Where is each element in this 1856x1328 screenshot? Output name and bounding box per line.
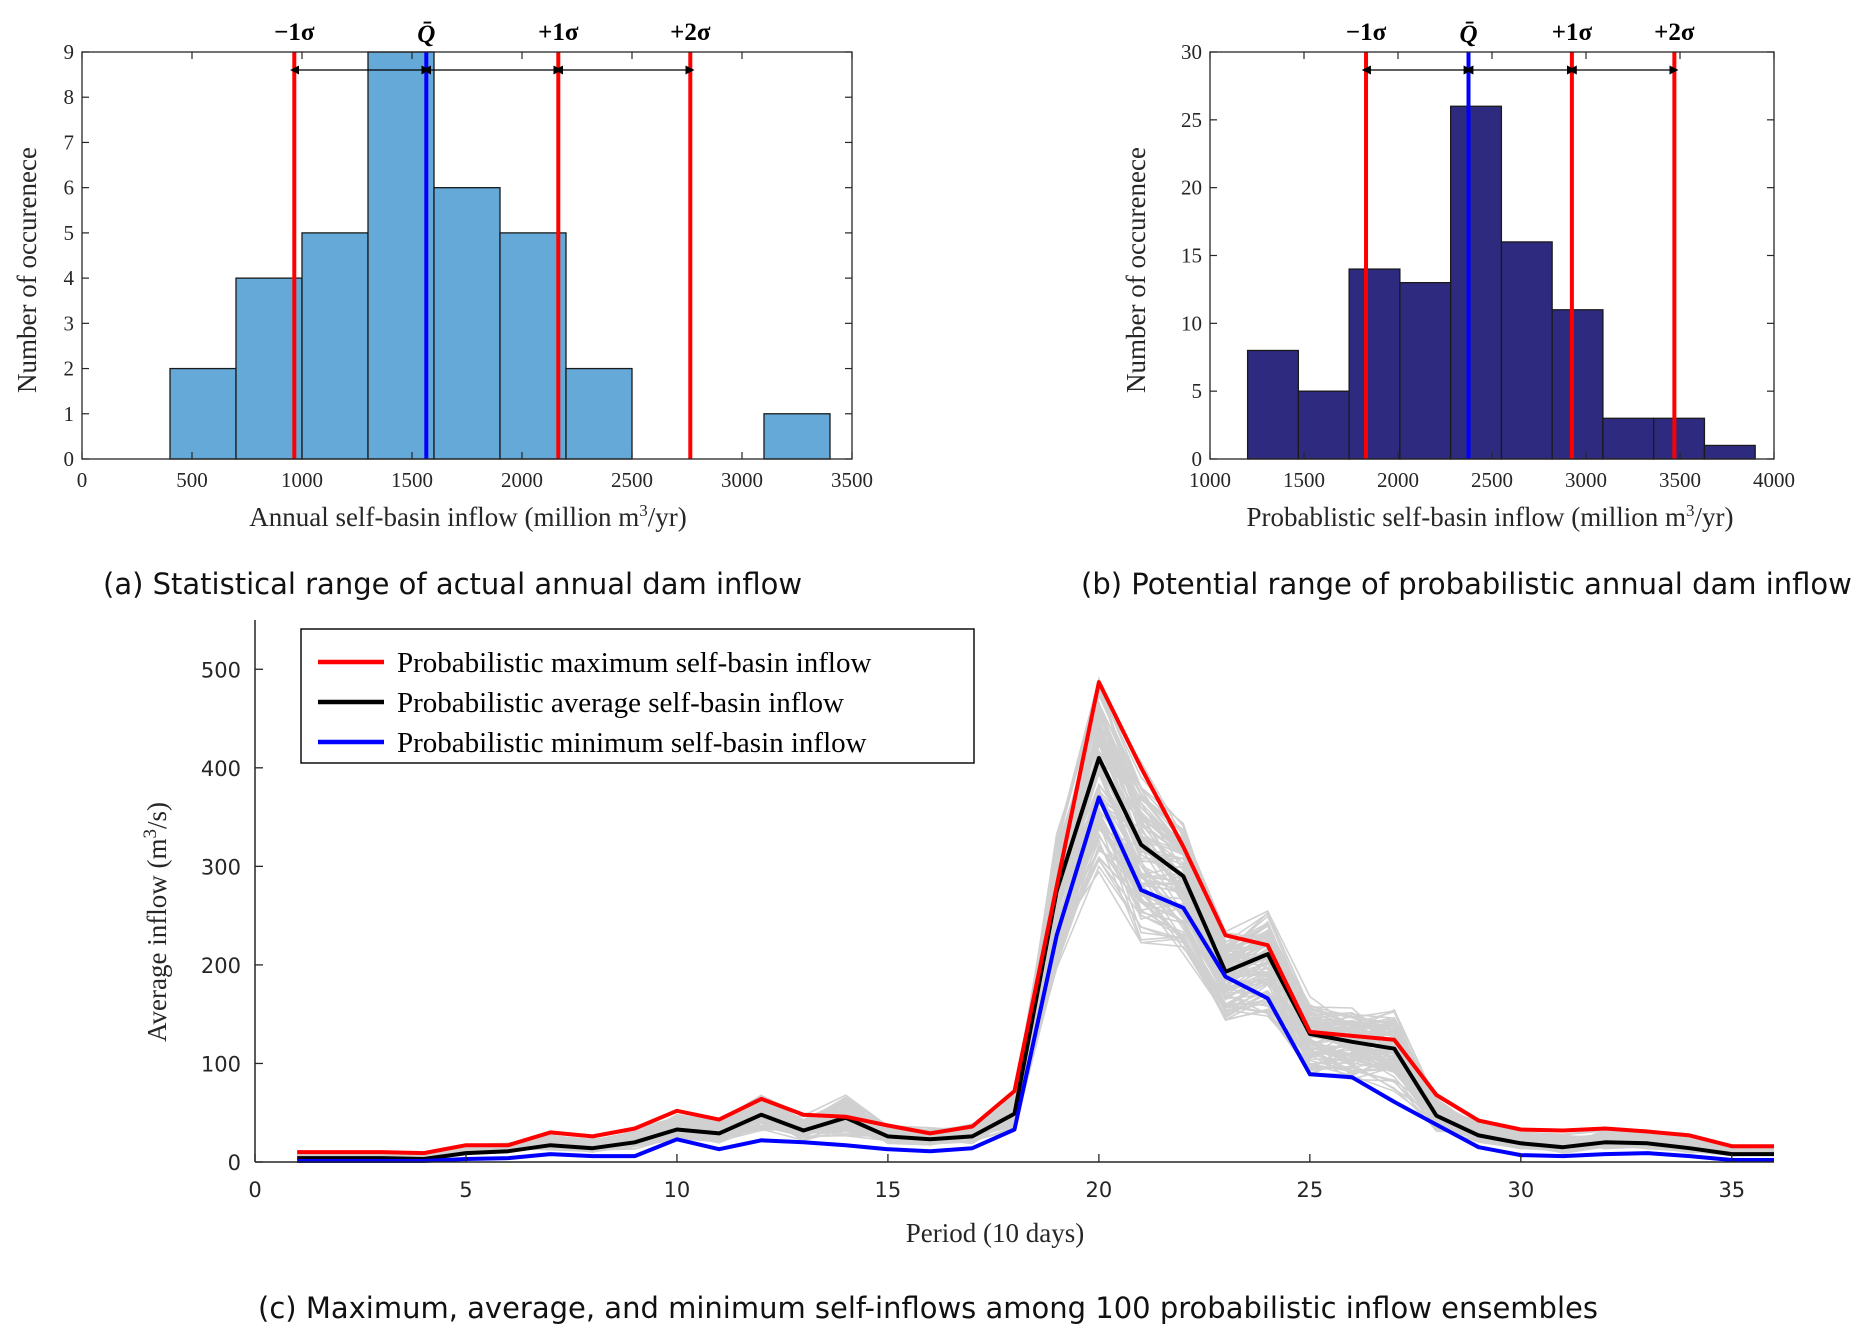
panel-c-x-tick-label: 30 (1507, 1178, 1534, 1202)
panel-a-caption: (a) Statistical range of actual annual d… (103, 567, 802, 601)
panel-a-y-tick-label: 9 (64, 40, 75, 64)
panel-c-y-axis-label: Average inflow (m3/s) (140, 802, 172, 1042)
panel-b-x-axis-label: Probablistic self-basin inflow (million … (1247, 501, 1734, 532)
panel-c-y-tick-label: 100 (201, 1052, 241, 1076)
panel-b-bar-7 (1602, 417, 1655, 460)
panel-b-y-tick-label: 30 (1181, 40, 1202, 64)
panel-c-x-tick-label: 0 (248, 1178, 261, 1202)
panel-a-bar-6 (565, 367, 633, 460)
panel-b-y-tick-label: 20 (1181, 176, 1202, 200)
panel-c-y-tick-label: 200 (201, 954, 241, 978)
panel-a-sigma-label: +2σ (670, 19, 711, 46)
panel-a-bar-4 (433, 187, 501, 460)
panel-a-y-tick-label: 3 (64, 311, 75, 335)
max-series-line (297, 680, 1774, 1156)
panel-a-x-tick-label: 0 (77, 468, 88, 492)
legend-label-0: Probabilistic maximum self-basin inflow (397, 647, 871, 679)
panel-c-caption: (c) Maximum, average, and minimum self-i… (258, 1291, 1598, 1325)
panel-b-bar-0 (1246, 349, 1300, 460)
panel-a-bar-7 (763, 413, 831, 460)
legend-label-2: Probabilistic minimum self-basin inflow (397, 727, 867, 759)
panel-a-x-axis-label: Annual self-basin inflow (million m3/yr) (249, 501, 686, 532)
panel-a-axes-box (81, 51, 853, 460)
panel-a-y-tick-label: 1 (64, 402, 75, 426)
panel-c-legend: Probabilistic maximum self-basin inflow P… (300, 628, 975, 764)
panel-b-y-tick-label: 5 (1192, 379, 1203, 403)
panel-b-bar-4 (1449, 105, 1503, 460)
panel-a-x-tick-label: 3500 (831, 468, 873, 492)
panel-b-caption: (b) Potential range of probabilistic ann… (1081, 567, 1852, 601)
panel-a-bar-0 (169, 367, 237, 460)
panel-a-y-tick-label: 6 (64, 176, 75, 200)
panel-b-bar-6 (1551, 309, 1604, 460)
panel-a-x-tick-label: 1000 (281, 468, 323, 492)
panel-a-y-tick-label: 5 (64, 221, 75, 245)
panel-b-y-tick-label: 0 (1192, 447, 1203, 471)
panel-c-x-tick-label: 5 (459, 1178, 472, 1202)
average-series-line (297, 756, 1774, 1161)
panel-a-bar-5 (499, 232, 567, 460)
panel-b-bar-5 (1500, 241, 1553, 460)
panel-a-x-tick-label: 3000 (721, 468, 763, 492)
panel-b-x-tick-label: 3500 (1659, 468, 1701, 492)
panel-b-bar-2 (1348, 268, 1401, 460)
panel-b-y-tick-label: 25 (1181, 108, 1202, 132)
panel-c-x-tick-label: 10 (664, 1178, 691, 1202)
panel-b-y-axis-label: Number of occurenece (1121, 147, 1151, 393)
panel-c-x-tick-label: 20 (1086, 1178, 1113, 1202)
panel-a-sigma-label: +1σ (538, 19, 579, 46)
panel-b-y-tick-label: 10 (1181, 311, 1202, 335)
panel-c-x-tick-label: 15 (875, 1178, 902, 1202)
panel-a-bar-2 (301, 232, 369, 460)
panel-a-bar-1 (235, 277, 303, 460)
panel-b-x-tick-label: 1500 (1283, 468, 1325, 492)
panel-a-y-tick-label: 4 (64, 266, 75, 290)
panel-a-mean-label: Q̄ (417, 21, 435, 48)
min-series-line (297, 795, 1774, 1163)
panel-c-x-tick-label: 25 (1296, 1178, 1323, 1202)
panel-a-y-tick-label: 8 (64, 85, 75, 109)
panel-b-x-tick-label: 1000 (1189, 468, 1231, 492)
panel-c-y-tick-label: 300 (201, 855, 241, 879)
panel-a-x-tick-label: 1500 (391, 468, 433, 492)
panel-b-histogram: 1000 1500 2000 2500 3000 3500 4000 0 5 10 15 20 25 30… (1081, 19, 1852, 601)
panel-c-line-chart: 0 5 10 15 20 25 30 35 0 100 200 300 400 500 Period (1… (140, 620, 1775, 1325)
panel-b-bar-9 (1703, 444, 1756, 460)
panel-b-y-tick-label: 15 (1181, 244, 1202, 268)
panel-b-bar-1 (1297, 390, 1350, 460)
panel-a-sigma-label: −1σ (274, 19, 315, 46)
panel-c-y-tick-label: 0 (228, 1151, 241, 1175)
panel-a-x-tick-label: 500 (176, 468, 208, 492)
legend-label-1: Probabilistic average self-basin inflow (397, 687, 844, 719)
panel-b-x-tick-label: 2000 (1377, 468, 1419, 492)
panel-b-x-tick-label: 4000 (1753, 468, 1795, 492)
panel-a-y-tick-label: 0 (64, 447, 75, 471)
panel-c-x-tick-label: 35 (1718, 1178, 1745, 1202)
panel-b-x-tick-label: 2500 (1471, 468, 1513, 492)
panel-c-y-tick-label: 400 (201, 757, 241, 781)
panel-b-x-tick-label: 3000 (1565, 468, 1607, 492)
panel-a-histogram: 0 500 1000 1500 2000 2500 3000 3500 0 1 2 3 4 5 6 7 8 9 −… (12, 19, 873, 601)
legend-box (300, 628, 975, 764)
panel-b-sigma-label: −1σ (1346, 19, 1387, 46)
panel-b-sigma-label: +1σ (1552, 19, 1593, 46)
panel-c-x-axis-label: Period (10 days) (906, 1218, 1084, 1248)
panel-a-x-tick-label: 2500 (611, 468, 653, 492)
panel-a-x-tick-label: 2000 (501, 468, 543, 492)
panel-c-y-tick-label: 500 (201, 658, 241, 682)
panel-b-bar-3 (1399, 281, 1452, 460)
panel-a-y-tick-label: 7 (64, 130, 75, 154)
panel-b-sigma-label: +2σ (1654, 19, 1695, 46)
panel-b-mean-label: Q̄ (1459, 21, 1477, 48)
panel-a-y-tick-label: 2 (64, 357, 75, 381)
panel-a-bar-3 (367, 51, 435, 460)
panel-a-y-axis-label: Number of occurenece (12, 147, 42, 393)
panel-b-bar-8 (1653, 417, 1706, 460)
